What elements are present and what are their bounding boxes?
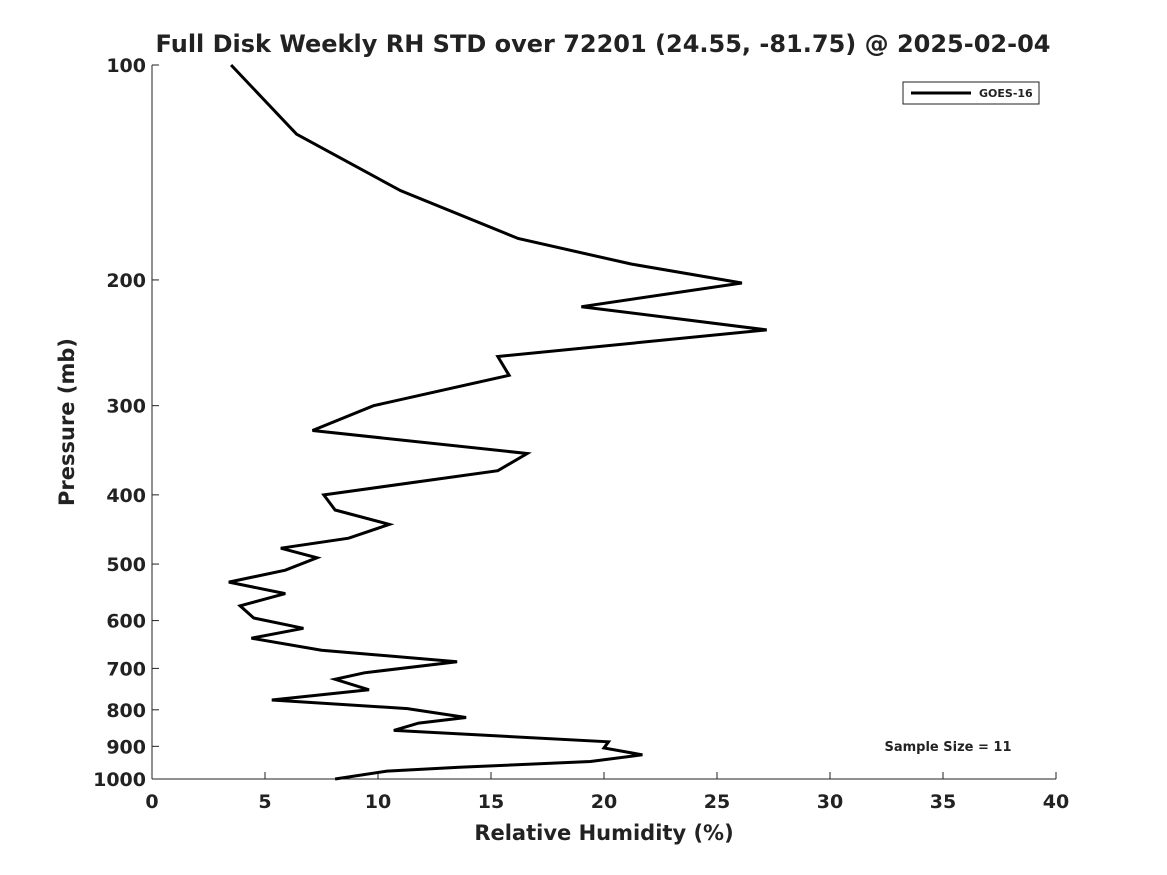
x-tick-label: 40 (1043, 791, 1069, 813)
y-tick-label: 400 (106, 485, 146, 507)
y-tick-label: 200 (106, 270, 146, 292)
x-tick-label: 20 (591, 791, 617, 813)
plot-area: 0 5 10 15 20 25 30 35 40 100 200 300 400 500 600 700 80… (93, 55, 1069, 813)
x-tick-label: 30 (817, 791, 843, 813)
x-tick-label: 15 (478, 791, 504, 813)
x-tick-label: 25 (704, 791, 730, 813)
chart-title: Full Disk Weekly RH STD over 72201 (24.5… (156, 30, 1051, 58)
y-tick-label: 100 (106, 55, 146, 77)
x-tick-label: 5 (258, 791, 271, 813)
legend-label: GOES-16 (979, 87, 1033, 100)
y-tick-label: 600 (106, 611, 146, 633)
y-tick-label: 300 (106, 396, 146, 418)
x-tick-label: 35 (930, 791, 956, 813)
x-tick-label: 0 (145, 791, 158, 813)
series-line-goes-16 (228, 63, 767, 781)
x-tick-label: 10 (365, 791, 391, 813)
y-tick-label: 700 (106, 658, 146, 680)
y-tick-label: 500 (106, 554, 146, 576)
y-tick-label: 900 (106, 736, 146, 758)
x-axis-label: Relative Humidity (%) (474, 821, 733, 845)
y-axis-label: Pressure (mb) (55, 338, 79, 506)
y-tick-label: 800 (106, 700, 146, 722)
legend: GOES-16 (902, 81, 1040, 105)
y-tick-label: 1000 (93, 769, 146, 791)
sample-size-annotation: Sample Size = 11 (884, 740, 1011, 755)
